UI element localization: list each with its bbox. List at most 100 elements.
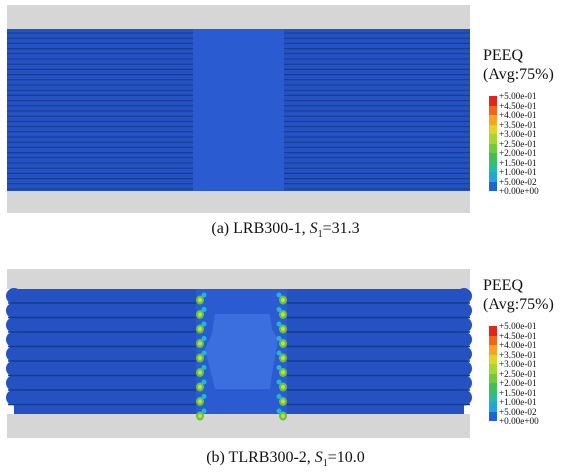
right-bulge bbox=[456, 302, 472, 319]
legend-a-swatch bbox=[489, 134, 497, 144]
strain-spot-cyan bbox=[201, 292, 207, 298]
legend-b: PEEQ (Avg:75%) +5.00e-01 +4.50e-01 +4.00e-… bbox=[483, 276, 571, 426]
strain-spot-yellow bbox=[198, 312, 202, 317]
legend-a-label: +5.00e-01 bbox=[499, 91, 537, 101]
legend-b-label: +2.00e-01 bbox=[499, 378, 537, 388]
right-bulge bbox=[456, 346, 472, 362]
legend-b-swatch bbox=[489, 345, 497, 355]
left-bulge bbox=[6, 288, 22, 304]
strain-spot-yellow bbox=[281, 355, 285, 361]
caption-b-value: =10.0 bbox=[327, 449, 365, 466]
legend-a-label: +0.00e+00 bbox=[499, 186, 539, 196]
caption-a-sub: 1 bbox=[317, 229, 323, 241]
legend-a-swatch bbox=[489, 181, 497, 191]
strain-spot-cyan bbox=[201, 408, 207, 414]
strain-spot-cyan bbox=[201, 350, 207, 356]
strain-spot-yellow bbox=[198, 297, 202, 303]
strain-spot-yellow bbox=[198, 399, 202, 404]
strain-spot-cyan bbox=[276, 379, 282, 385]
legend-b-swatch bbox=[489, 364, 497, 374]
strain-spot-cyan bbox=[201, 365, 207, 370]
caption-a-var: S bbox=[309, 220, 318, 237]
legend-a-title-1: PEEQ bbox=[483, 47, 523, 64]
strain-spot-cyan bbox=[276, 336, 282, 341]
legend-a-label: +1.00e-01 bbox=[499, 167, 537, 177]
legend-b-swatch bbox=[489, 335, 497, 345]
strain-spot-yellow bbox=[198, 413, 202, 419]
caption-a: (a) LRB300-1, S1=31.3 bbox=[0, 220, 571, 240]
core-b-strain-spots bbox=[196, 292, 287, 421]
caption-b-var: S bbox=[314, 449, 323, 466]
strain-spot-yellow bbox=[281, 297, 285, 303]
strain-spot-cyan bbox=[276, 394, 282, 399]
legend-a-swatch bbox=[489, 96, 497, 106]
legend-b-swatch bbox=[489, 373, 497, 383]
strain-spot-cyan bbox=[276, 321, 282, 327]
legend-a-label: +1.50e-01 bbox=[499, 157, 537, 168]
legend-a-label: +3.50e-01 bbox=[499, 119, 537, 130]
legend-b-swatch bbox=[489, 326, 497, 336]
legend-b-swatch bbox=[489, 392, 497, 402]
strain-spot-yellow bbox=[281, 370, 285, 375]
strain-spot-cyan bbox=[276, 350, 282, 356]
left-bulge bbox=[6, 389, 22, 406]
legend-b-label: +3.00e-01 bbox=[499, 359, 537, 369]
legend-b-label: +0.00e+00 bbox=[499, 416, 539, 426]
strain-spot-yellow bbox=[281, 326, 285, 332]
left-bulge bbox=[6, 302, 22, 319]
caption-b-sub: 1 bbox=[322, 458, 328, 470]
strain-spot-cyan bbox=[201, 394, 207, 399]
legend-a-colorbar bbox=[489, 96, 497, 191]
right-bulge bbox=[456, 288, 472, 304]
right-bulge bbox=[456, 360, 472, 377]
legend-b-label: +4.50e-01 bbox=[499, 330, 537, 341]
strain-spot-yellow bbox=[198, 326, 202, 332]
strain-spot-yellow bbox=[281, 384, 285, 390]
legend-b-label: +3.50e-01 bbox=[499, 349, 537, 360]
caption-a-text: (a) LRB300-1, bbox=[211, 220, 310, 237]
strain-spot-cyan bbox=[276, 292, 282, 298]
bottom-plate-b bbox=[7, 414, 470, 438]
rubber-bulges-b bbox=[6, 288, 472, 406]
strain-spot-cyan bbox=[276, 408, 282, 414]
strain-spot-yellow bbox=[281, 399, 285, 404]
strain-spot-cyan bbox=[201, 307, 207, 312]
legend-b-label: +5.00e-01 bbox=[499, 321, 537, 331]
bottom-plate-a bbox=[7, 191, 470, 213]
legend-a-swatch bbox=[489, 143, 497, 153]
legend-a-label: +2.00e-01 bbox=[499, 148, 537, 158]
strain-spot-cyan bbox=[201, 321, 207, 327]
left-bulge bbox=[6, 360, 22, 377]
legend-a-swatch bbox=[489, 153, 497, 163]
legend-b-swatch bbox=[489, 383, 497, 393]
legend-a-swatch bbox=[489, 162, 497, 172]
left-bulge bbox=[6, 375, 22, 391]
right-bulge bbox=[456, 375, 472, 391]
lead-core-a bbox=[193, 29, 284, 191]
right-bulge bbox=[456, 317, 472, 333]
bearing-a-contour bbox=[7, 5, 470, 213]
caption-b-text: (b) TLRB300-2, bbox=[206, 449, 315, 466]
right-bulge bbox=[456, 331, 472, 348]
legend-b-label: +2.50e-01 bbox=[499, 368, 537, 379]
top-plate-a bbox=[7, 5, 470, 29]
legend-b-label: +5.00e-02 bbox=[499, 406, 537, 417]
left-bulge bbox=[6, 317, 22, 333]
legend-b-swatch bbox=[489, 354, 497, 364]
legend-a-label: +4.50e-01 bbox=[499, 100, 537, 111]
strain-spot-cyan bbox=[201, 336, 207, 341]
bearing-b-contour bbox=[6, 269, 472, 438]
legend-b-colorbar bbox=[489, 326, 497, 421]
strain-spot-yellow bbox=[198, 384, 202, 390]
panel-b-tlrb300-2: PEEQ (Avg:75%) +5.00e-01 +4.50e-01 +4.00e-… bbox=[0, 244, 571, 473]
legend-a-swatch bbox=[489, 115, 497, 125]
legend-b-labels: +5.00e-01 +4.50e-01 +4.00e-01 +3.50e-01 +3.0… bbox=[499, 321, 539, 427]
legend-a-labels: +5.00e-01 +4.50e-01 +4.00e-01 +3.50e-01 +3.0… bbox=[499, 91, 539, 197]
legend-a-label: +5.00e-02 bbox=[499, 176, 537, 187]
legend-b-title-2: (Avg:75%) bbox=[483, 296, 554, 313]
caption-a-value: =31.3 bbox=[322, 220, 360, 237]
strain-spot-yellow bbox=[198, 355, 202, 361]
legend-b-label: +4.00e-01 bbox=[499, 340, 537, 350]
legend-a: PEEQ (Avg:75%) +5.00e-01 +4.50e-01 +4.00e-… bbox=[483, 46, 571, 196]
strain-spot-cyan bbox=[276, 307, 282, 312]
